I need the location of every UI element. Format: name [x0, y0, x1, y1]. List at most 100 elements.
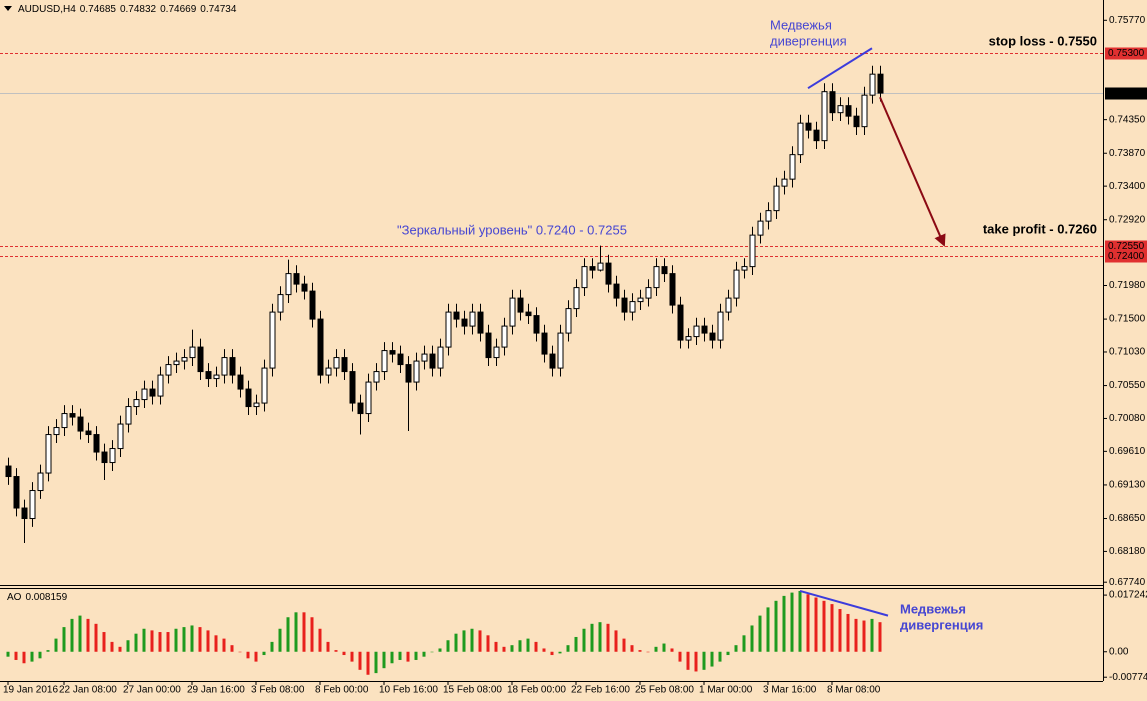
quote: 0.74685: [80, 4, 117, 15]
candle-body: [293, 273, 300, 285]
indicator-name: AO: [7, 592, 22, 603]
candle-body: [589, 266, 596, 271]
annotation: Медвежья: [770, 17, 832, 32]
ao-bar: [750, 625, 754, 652]
candle-body: [125, 406, 132, 425]
ao-bar: [686, 651, 690, 670]
ao-bar: [174, 628, 178, 652]
ao-bar: [398, 651, 402, 660]
candle-body: [237, 374, 244, 390]
candle-body: [813, 129, 820, 142]
candle-body: [5, 465, 12, 478]
y-tick-label: 0.73870: [1109, 148, 1146, 159]
chart-header: AUDUSD,H4 0.74685 0.74832 0.74669 0.74734: [18, 4, 237, 15]
candle-body: [309, 290, 316, 320]
candle-body: [485, 332, 492, 359]
ao-bar: [646, 651, 650, 653]
ao-bar: [54, 638, 58, 652]
ao-bar: [350, 651, 354, 662]
ao-bar: [774, 600, 778, 652]
candle-body: [613, 283, 620, 299]
candle-body: [533, 315, 540, 334]
ao-bar: [230, 645, 234, 652]
ao-bar: [710, 651, 714, 667]
candle-body: [453, 311, 460, 320]
ao-bar: [6, 651, 10, 657]
candle-body: [677, 304, 684, 341]
candle-body: [805, 122, 812, 131]
ao-bar: [838, 609, 842, 652]
candle-body: [173, 360, 180, 366]
ao-bar: [806, 594, 810, 652]
quote: 0.74832: [120, 4, 157, 15]
ao-bar: [598, 622, 602, 652]
x-tick-label: 10 Feb 16:00: [379, 685, 438, 696]
price-label-box: [1105, 87, 1147, 100]
candle-body: [101, 451, 108, 464]
candle-body: [525, 311, 532, 317]
ao-bar: [438, 648, 442, 652]
ao-bar: [558, 651, 562, 654]
ao-bar: [126, 640, 130, 652]
ao-bar: [718, 651, 722, 662]
ao-bar: [742, 635, 746, 652]
ao-bar: [822, 600, 826, 652]
ao-bar: [510, 645, 514, 652]
ao-bar: [86, 618, 90, 652]
x-tick-label: 29 Jan 16:00: [187, 685, 245, 696]
ao-bar: [334, 650, 338, 652]
price-label: 0.72550: [1108, 241, 1145, 252]
ao-bar: [614, 630, 618, 652]
candle-body: [189, 346, 196, 359]
candle-body: [245, 388, 252, 408]
candle-body: [45, 434, 52, 474]
candle-body: [61, 413, 68, 429]
candle-body: [789, 154, 796, 180]
candle-body: [301, 283, 308, 292]
candle-body: [517, 297, 524, 313]
candle-body: [869, 73, 876, 96]
candle-body: [509, 297, 516, 327]
candle-body: [149, 388, 156, 397]
ao-bar: [310, 617, 314, 652]
candle-body: [493, 346, 500, 359]
candle-body: [709, 332, 716, 341]
indicator-value: 0.008159: [25, 592, 67, 603]
ao-bar: [182, 627, 186, 652]
ao-bar: [238, 651, 242, 653]
y-tick-label: 0.67740: [1109, 577, 1146, 588]
candle-body: [381, 350, 388, 373]
ao-bar: [446, 640, 450, 652]
plot: [0, 47, 1103, 675]
price-label-box: [1105, 47, 1147, 60]
candle-body: [373, 371, 380, 383]
candle-body: [773, 185, 780, 212]
price-label: 0.72400: [1108, 251, 1145, 262]
ao-bar: [854, 618, 858, 652]
candle-body: [669, 273, 676, 306]
candle-body: [285, 273, 292, 296]
candle-body: [837, 105, 844, 114]
ao-bar: [494, 641, 498, 652]
y-tick-label: 0.00: [1109, 646, 1129, 657]
x-tick-label: 27 Jan 00:00: [123, 685, 181, 696]
candle-body: [461, 318, 468, 327]
candle-body: [605, 262, 612, 285]
ao-bar: [366, 651, 370, 675]
candle-body: [701, 325, 708, 334]
ao-bar: [166, 632, 170, 652]
candle-body: [581, 266, 588, 289]
ao-bar: [214, 635, 218, 652]
candle-body: [597, 262, 604, 271]
ao-bar: [814, 597, 818, 652]
candle-body: [205, 371, 212, 380]
candle-body: [629, 301, 636, 313]
candle-body: [197, 346, 204, 373]
candle-body: [413, 360, 420, 383]
price-label-box: [1105, 240, 1147, 253]
ao-bar: [222, 638, 226, 652]
x-tick-label: 19 Jan 2016: [3, 685, 58, 696]
ao-bar: [846, 613, 850, 652]
candle-body: [53, 427, 60, 436]
